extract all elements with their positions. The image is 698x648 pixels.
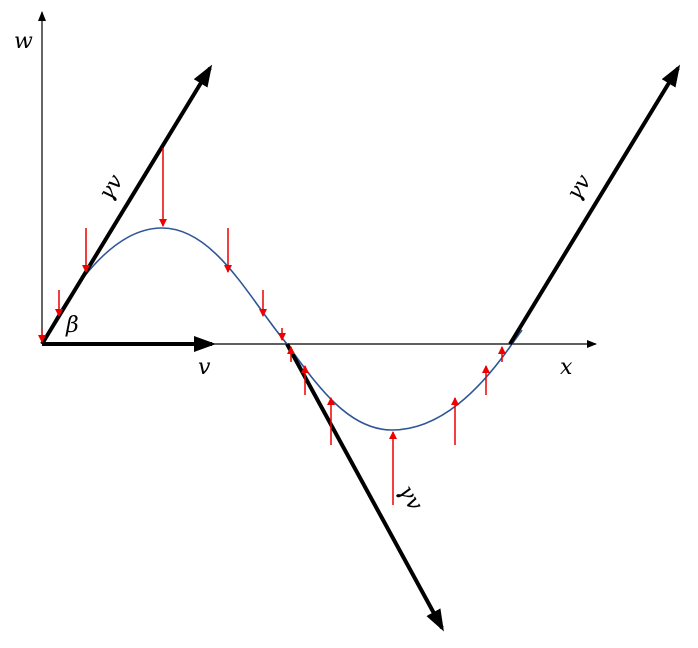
vector-label: γv	[393, 481, 428, 516]
velocity-label: v	[198, 355, 211, 380]
vector-label: γv	[94, 170, 129, 205]
vector-arrow	[508, 64, 681, 346]
force-arrows	[38, 148, 506, 505]
vector-arrow	[40, 64, 213, 346]
x-axis-label: x	[560, 355, 573, 380]
angle-label: β	[65, 313, 79, 338]
vector-arrow	[285, 343, 444, 632]
deflection-curve	[41, 227, 523, 431]
w-axis-label: w	[14, 29, 33, 54]
vector-label: γv	[562, 170, 597, 205]
